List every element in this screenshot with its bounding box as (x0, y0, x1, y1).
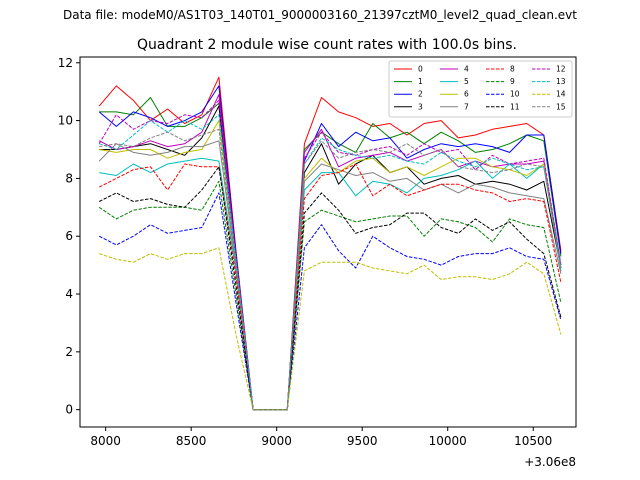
y-axis: 0 2 4 6 8 10 12 (58, 56, 80, 417)
y-tick-label: 0 (65, 403, 73, 417)
plot-frame (79, 56, 577, 428)
y-tick-label: 2 (65, 345, 73, 359)
y-tick-label: 10 (58, 114, 73, 128)
x-tick-label: 9500 (347, 434, 378, 448)
legend-label-9: 9 (510, 77, 515, 86)
series-line-0 (98, 76, 562, 411)
series-line-13 (99, 114, 562, 411)
series-line-1 (99, 97, 562, 411)
y-tick-label: 4 (65, 287, 73, 301)
legend-label-3: 3 (418, 102, 423, 111)
series-line-14 (99, 247, 562, 411)
legend-label-12: 12 (556, 65, 566, 74)
series-line-4 (98, 94, 562, 411)
series-line-9 (98, 180, 562, 411)
series-line-3 (99, 105, 562, 411)
legend-label-4: 4 (464, 65, 469, 74)
series-line-8 (98, 163, 562, 411)
x-tick-label: 9000 (261, 434, 292, 448)
series-layer (98, 76, 562, 411)
legend-box (388, 60, 573, 118)
legend-label-0: 0 (418, 65, 423, 74)
x-axis: 8000 8500 9000 9500 10000 10500 (90, 427, 552, 448)
legend-label-8: 8 (510, 65, 515, 74)
x-tick-label: 10000 (429, 434, 467, 448)
legend-label-7: 7 (464, 102, 469, 111)
series-line-15 (99, 128, 562, 411)
y-tick-label: 6 (65, 229, 73, 243)
series-line-11 (98, 166, 562, 411)
chart-title: Quadrant 2 module wise count rates with … (137, 37, 517, 53)
legend-label-14: 14 (556, 90, 566, 99)
legend-label-13: 13 (556, 77, 566, 86)
x-tick-label: 8000 (90, 434, 121, 448)
legend-label-2: 2 (418, 90, 423, 99)
file-suptitle: Data file: modeM0/AS1T03_140T01_90000031… (63, 8, 577, 22)
series-line-2 (98, 85, 562, 411)
series-line-7 (98, 140, 562, 411)
legend-label-5: 5 (464, 77, 469, 86)
x-tick-label: 10500 (514, 434, 552, 448)
x-offset-label: +3.06e8 (524, 455, 576, 469)
legend-label-1: 1 (418, 77, 423, 86)
y-tick-label: 8 (65, 171, 73, 185)
legend-label-6: 6 (464, 90, 469, 99)
series-line-10 (98, 192, 562, 411)
legend-label-15: 15 (556, 102, 566, 111)
legend-label-11: 11 (510, 102, 520, 111)
x-tick-label: 8500 (176, 434, 207, 448)
series-line-5 (99, 157, 562, 411)
legend-label-10: 10 (510, 90, 520, 99)
y-tick-label: 12 (58, 56, 73, 70)
